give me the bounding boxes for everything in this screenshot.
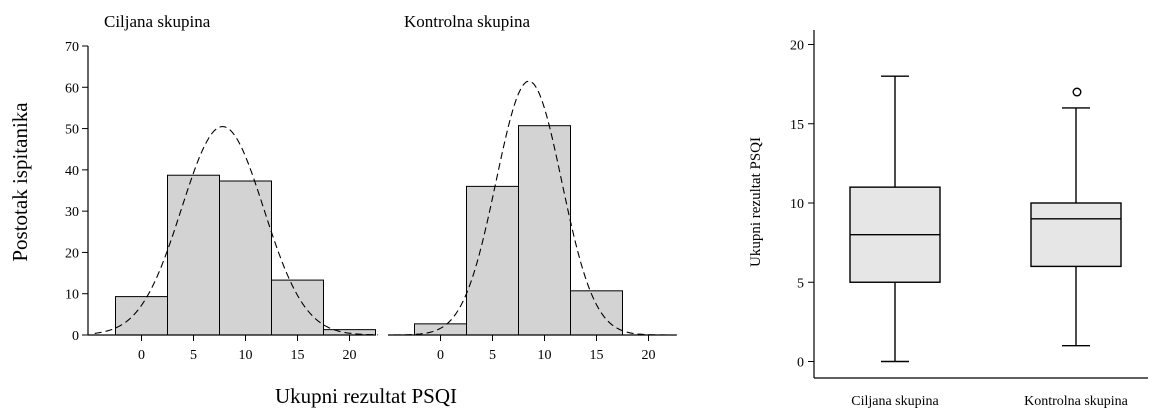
histogram-ciljana: 0 5 10 15 20 (88, 125, 379, 363)
hist-x-axis-title: Ukupni rezultat PSQI (275, 384, 457, 408)
histogram-bar (115, 296, 168, 336)
hist-x-tick-label: 10 (538, 348, 552, 363)
hist-y-axis: 0 10 20 30 40 50 60 70 (65, 40, 89, 344)
hist-x-tick-label: 20 (642, 348, 656, 363)
box-y-tick-label: 10 (790, 197, 804, 212)
hist-x-tick-label: 5 (489, 348, 496, 363)
hist-x-tick-label: 0 (138, 348, 145, 363)
hist-y-tick-label: 70 (65, 40, 79, 55)
box-y-tick-label: 0 (797, 356, 804, 371)
hist-title-ciljana: Ciljana skupina (104, 12, 211, 31)
outlier-point (1072, 87, 1082, 97)
hist-x-tick-label: 20 (343, 348, 357, 363)
box-y-axis-title: Ukupni rezultat PSQI (748, 137, 764, 267)
histogram-kontrolna: 0 5 10 15 20 (388, 80, 678, 363)
boxplot-chart: 0 5 10 15 20 Ciljana skupina Kontrolna skupina (790, 30, 1148, 409)
hist-x-tick-label: 15 (590, 348, 604, 363)
hist-y-tick-label: 40 (65, 164, 79, 179)
hist-y-tick-label: 50 (65, 123, 79, 138)
box-y-tick-label: 20 (790, 39, 804, 54)
histogram-bar (466, 185, 519, 336)
hist-title-kontrolna: Kontrolna skupina (404, 12, 531, 31)
histogram-bar (518, 125, 571, 336)
hist-y-tick-label: 20 (65, 246, 79, 261)
histogram-bar (219, 180, 272, 336)
hist-y-tick-label: 10 (65, 288, 79, 303)
hist-y-ticks: 0 10 20 30 40 50 60 70 (65, 40, 88, 344)
normal-distribution-curve (393, 80, 678, 336)
box-category-label: Ciljana skupina (851, 394, 939, 409)
normal-distribution-curve (94, 125, 379, 336)
hist-x-tick-label: 10 (239, 348, 253, 363)
hist-y-tick-label: 0 (72, 329, 79, 344)
box-y-tick-label: 15 (790, 118, 804, 133)
hist-x-tick-label: 15 (291, 348, 305, 363)
histogram-bar (570, 290, 623, 336)
hist-x-tick-label: 0 (437, 348, 444, 363)
hist-y-tick-label: 30 (65, 205, 79, 220)
hist-x-tick-label: 5 (190, 348, 197, 363)
histogram-bar (271, 279, 324, 336)
box-iqr (1030, 202, 1122, 268)
hist-y-tick-label: 60 (65, 81, 79, 96)
histogram-bar (167, 174, 220, 336)
box-y-tick-label: 5 (797, 276, 804, 291)
box-category-label: Kontrolna skupina (1024, 394, 1129, 409)
hist-y-axis-title: Postotak ispitanika (8, 102, 32, 262)
